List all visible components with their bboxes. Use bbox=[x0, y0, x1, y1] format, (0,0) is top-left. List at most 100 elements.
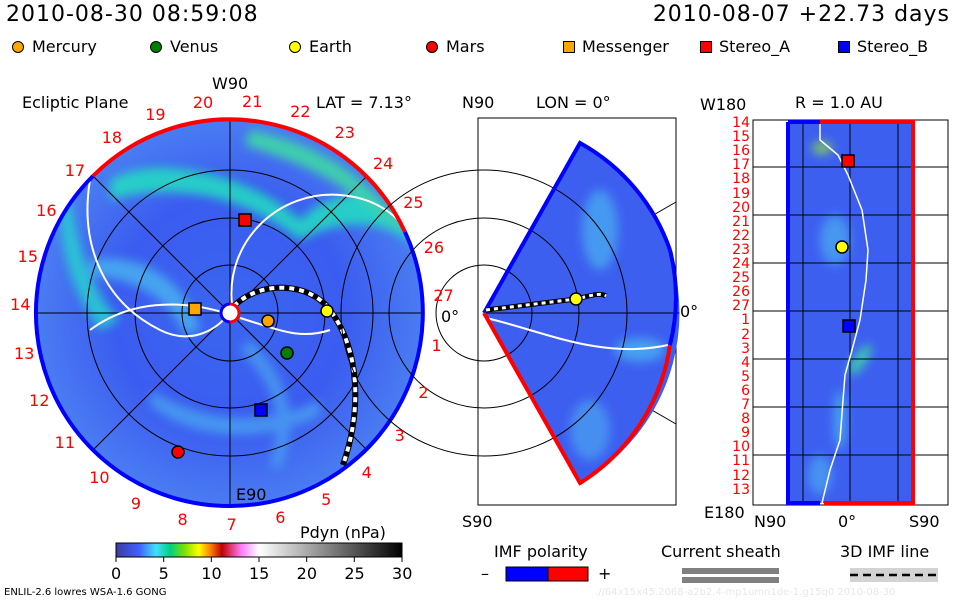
imf-negative-swatch bbox=[505, 566, 549, 582]
ecliptic-day-label: 19 bbox=[145, 105, 166, 125]
mercury-marker bbox=[261, 314, 275, 328]
radial-day-label: 26 bbox=[732, 284, 750, 301]
current-sheath-swatch-top bbox=[682, 568, 779, 574]
earth-marker-meridional bbox=[569, 292, 583, 306]
reference-time: 2010-08-07 +22.73 days bbox=[652, 2, 950, 27]
radial-day-label: 1 bbox=[741, 312, 750, 329]
imf-plus: + bbox=[598, 564, 612, 583]
radial-day-label: 3 bbox=[741, 340, 750, 357]
run-id: .//64x15x45.2068-a2b2.4-mp1umn1de-1.g15q… bbox=[595, 587, 896, 598]
ecliptic-day-label: 23 bbox=[334, 123, 355, 143]
messenger-marker bbox=[188, 302, 202, 316]
legend-messenger: Messenger bbox=[582, 37, 669, 56]
earth-marker-icon bbox=[289, 41, 301, 53]
radial-title: R = 1.0 AU bbox=[795, 93, 883, 112]
radial-day-label: 23 bbox=[732, 241, 750, 258]
ecliptic-w90: W90 bbox=[212, 74, 249, 93]
ecliptic-plane-plot bbox=[33, 117, 425, 509]
ecliptic-day-label: 16 bbox=[36, 200, 57, 220]
ecliptic-day-label: 13 bbox=[14, 344, 35, 364]
radial-day-label: 7 bbox=[741, 397, 750, 413]
radial-day-label: 24 bbox=[732, 256, 750, 272]
legend-stereo-b: Stereo_B bbox=[857, 37, 929, 56]
legend-mercury: Mercury bbox=[32, 37, 97, 56]
ecliptic-day-label: 14 bbox=[10, 295, 31, 315]
radial-day-label: 5 bbox=[741, 368, 750, 385]
imf-minus: – bbox=[481, 564, 489, 583]
current-sheath-swatch-bottom bbox=[682, 577, 779, 583]
legend-earth: Earth bbox=[309, 37, 352, 56]
colorbar-tick-label: 20 bbox=[296, 564, 318, 583]
radial-map-plot bbox=[752, 119, 949, 506]
ecliptic-day-label: 10 bbox=[89, 468, 110, 488]
ecliptic-day-label: 9 bbox=[130, 494, 142, 514]
stereo-b-marker-icon bbox=[838, 41, 850, 53]
meridional-n90: N90 bbox=[462, 93, 495, 112]
ecliptic-day-label: 17 bbox=[64, 160, 86, 180]
datetime: 2010-08-30 08:59:08 bbox=[6, 2, 259, 27]
radial-day-label: 16 bbox=[732, 143, 750, 160]
stereo-a-marker-icon bbox=[700, 41, 712, 53]
radial-0deg: 0° bbox=[838, 512, 857, 531]
stereo-b-marker bbox=[254, 403, 268, 417]
imf-polarity-title: IMF polarity bbox=[494, 542, 588, 561]
radial-day-label: 11 bbox=[732, 453, 750, 470]
ecliptic-day-label: 20 bbox=[192, 93, 214, 113]
radial-day-label: 12 bbox=[732, 467, 750, 484]
radial-day-label: 9 bbox=[741, 425, 750, 442]
radial-e180: E180 bbox=[704, 503, 745, 522]
ecliptic-day-label: 27 bbox=[433, 285, 454, 305]
colorbar-tick-label: 5 bbox=[158, 564, 169, 583]
ecliptic-day-label: 4 bbox=[361, 462, 372, 482]
mars-marker bbox=[171, 445, 185, 459]
radial-day-label: 22 bbox=[732, 227, 750, 244]
radial-day-label: 27 bbox=[732, 298, 750, 315]
ecliptic-day-label: 6 bbox=[275, 508, 286, 528]
radial-day-label: 6 bbox=[741, 382, 750, 399]
venus-marker-icon bbox=[150, 41, 162, 53]
colorbar-title: Pdyn (nPa) bbox=[300, 523, 386, 542]
radial-day-label: 14 bbox=[732, 115, 750, 131]
venus-marker bbox=[280, 346, 294, 360]
stereo-b-marker-radial bbox=[842, 319, 856, 333]
ecliptic-day-label: 26 bbox=[423, 237, 445, 257]
mercury-marker-icon bbox=[12, 41, 24, 53]
radial-day-label: 10 bbox=[732, 439, 750, 456]
ecliptic-day-label: 25 bbox=[403, 192, 424, 212]
stereo-a-marker bbox=[238, 213, 252, 227]
messenger-marker-icon bbox=[563, 41, 575, 53]
ecliptic-0deg: 0° bbox=[441, 307, 460, 326]
radial-day-label: 15 bbox=[732, 129, 750, 146]
meridional-0deg: 0° bbox=[680, 302, 699, 321]
colorbar-tick-label: 15 bbox=[249, 564, 270, 583]
meridional-plot bbox=[340, 117, 680, 506]
ecliptic-day-label: 5 bbox=[321, 490, 332, 510]
ecliptic-day-label: 8 bbox=[177, 510, 188, 530]
mars-marker-icon bbox=[426, 41, 438, 53]
ecliptic-day-label: 3 bbox=[394, 426, 405, 446]
imf-positive-swatch bbox=[547, 566, 589, 582]
model-info: ENLIL-2.6 lowres WSA-1.6 GONG bbox=[4, 587, 167, 598]
current-sheath-title: Current sheath bbox=[661, 542, 781, 561]
radial-day-label: 17 bbox=[732, 157, 750, 174]
radial-day-label: 4 bbox=[741, 354, 750, 371]
ecliptic-title: Ecliptic Plane bbox=[22, 93, 129, 112]
ecliptic-day-label: 24 bbox=[372, 154, 394, 174]
legend-stereo-a: Stereo_A bbox=[719, 37, 791, 56]
ecliptic-day-label: 15 bbox=[17, 246, 38, 266]
ecliptic-e90: E90 bbox=[236, 485, 267, 504]
ecliptic-day-label: 18 bbox=[101, 128, 123, 148]
radial-s90: S90 bbox=[909, 512, 940, 531]
ecliptic-day-label: 11 bbox=[54, 433, 76, 453]
colorbar-tick-label: 10 bbox=[201, 564, 222, 583]
latitude-label: LAT = 7.13° bbox=[316, 93, 412, 112]
colorbar-tick-label: 0 bbox=[111, 564, 122, 583]
radial-day-label: 2 bbox=[741, 326, 750, 343]
ecliptic-day-label: 7 bbox=[226, 514, 237, 534]
radial-day-label: 13 bbox=[732, 481, 750, 498]
ecliptic-day-label: 12 bbox=[29, 391, 50, 411]
colorbar-tick-label: 30 bbox=[392, 564, 413, 583]
ecliptic-day-label: 21 bbox=[242, 91, 263, 111]
ecliptic-day-label: 2 bbox=[418, 382, 429, 402]
